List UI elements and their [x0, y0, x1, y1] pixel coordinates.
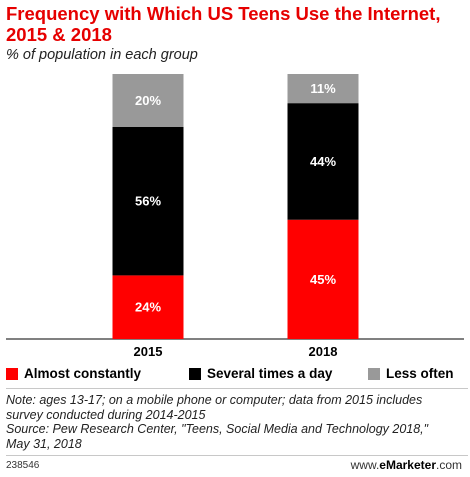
bar-almost-constantly-2015: [112, 275, 184, 339]
bar-almost-constantly-2018: [287, 219, 359, 339]
legend-item-several-times-a-day: Several times a day: [189, 366, 332, 381]
stacked-bar-chart: 24% 56% 20% 2015 45% 44% 11% 2018: [6, 74, 464, 359]
brand-prefix: www.: [350, 458, 380, 472]
legend: Almost constantly Several times a day Le…: [6, 366, 468, 384]
source-line-2: May 31, 2018: [6, 436, 82, 451]
bar-less-often-2015: [112, 74, 184, 127]
note-line-2: survey conducted during 2014-2015: [6, 407, 206, 422]
legend-label-several-times-a-day: Several times a day: [207, 366, 333, 381]
brand-link[interactable]: www.eMarketer.com: [351, 458, 462, 472]
x-tick-label-2015: 2015: [134, 344, 163, 359]
note-line-1: Note: ages 13-17; on a mobile phone or c…: [6, 393, 423, 407]
brand-name: eMarketer: [379, 458, 436, 472]
bar-less-often-2018: [287, 74, 359, 104]
brand-suffix: .com: [435, 458, 462, 472]
chart-id: 238546: [6, 460, 40, 471]
legend-swatch-less-often: [368, 367, 380, 380]
divider-bottom: [6, 455, 468, 456]
data-label-less-often-2015: 20%: [135, 93, 161, 108]
x-tick-label-2018: 2018: [309, 344, 338, 359]
chart-title: Frequency with Which US Teens Use the In…: [6, 3, 441, 45]
legend-swatch-almost-constantly: [6, 367, 18, 380]
legend-label-less-often: Less often: [386, 366, 454, 381]
data-label-almost-constantly-2018: 45%: [310, 272, 336, 287]
data-label-several-times-a-day-2015: 56%: [135, 194, 161, 209]
data-label-almost-constantly-2015: 24%: [135, 300, 161, 315]
legend-label-almost-constantly: Almost constantly: [24, 366, 142, 381]
chart-subtitle: % of population in each group: [6, 47, 198, 63]
legend-item-less-often: Less often: [368, 366, 454, 381]
legend-swatch-several-times-a-day: [189, 367, 201, 380]
chart-note: Note: ages 13-17; on a mobile phone or c…: [6, 393, 468, 451]
data-label-several-times-a-day-2018: 44%: [310, 154, 336, 169]
source-line-1: Source: Pew Research Center, "Teens, Soc…: [6, 422, 429, 436]
bar-several-times-a-day-2015: [112, 127, 184, 276]
legend-item-almost-constantly: Almost constantly: [6, 366, 141, 381]
data-label-less-often-2018: 11%: [310, 81, 336, 96]
divider-top: [6, 388, 468, 389]
bar-several-times-a-day-2018: [287, 103, 359, 220]
